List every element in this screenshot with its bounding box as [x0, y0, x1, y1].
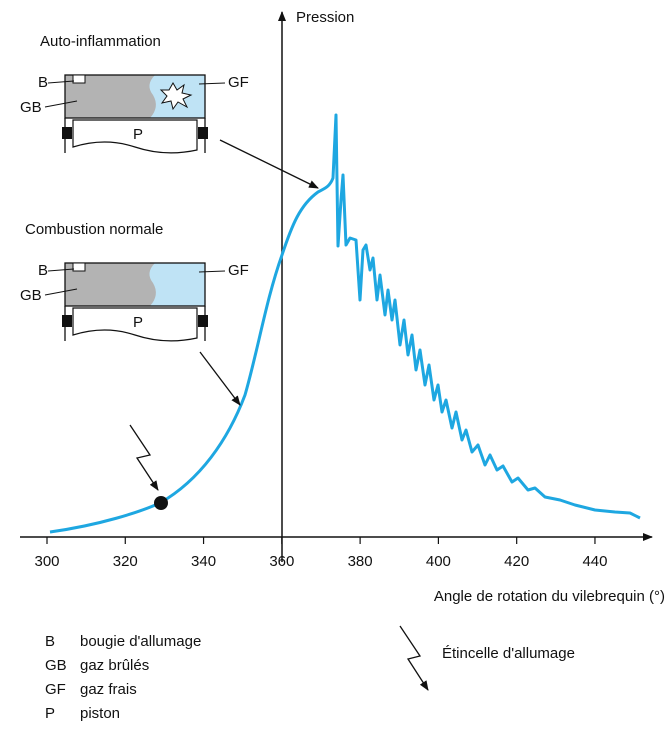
piston [72, 307, 198, 342]
spark-plug [72, 262, 86, 272]
part-label: GB [20, 99, 42, 116]
explosion [159, 81, 193, 111]
x-tick-label: 360 [269, 553, 294, 570]
legend-text: gaz frais [80, 681, 137, 698]
leader [47, 268, 75, 272]
cylinder: B GB GF P [20, 74, 249, 154]
seal [62, 315, 72, 327]
legend-abbr: GF [45, 681, 66, 698]
seal [198, 127, 208, 139]
legend-abbr: B [45, 633, 55, 650]
x-tick-label: 320 [113, 553, 138, 570]
panel-title: Combustion normale [25, 221, 163, 238]
pressure-curve [49, 113, 641, 534]
part-label: P [133, 126, 143, 143]
pointer-arrow [219, 139, 319, 189]
legend-abbr: GB [45, 657, 67, 674]
x-tick-label: 340 [191, 553, 216, 570]
spark-plug [72, 74, 86, 84]
spark-legend-icon [399, 625, 429, 691]
part-label: B [38, 262, 48, 279]
x-tick-label: 400 [426, 553, 451, 570]
cylinder-head [64, 74, 206, 119]
part-label: GB [20, 287, 42, 304]
part-label: GF [228, 262, 249, 279]
y-axis-label: Pression [296, 9, 354, 26]
fresh-gas [149, 263, 205, 306]
panel-title: Auto-inflammation [40, 33, 161, 50]
ignition-point [154, 496, 168, 510]
x-tick-label: 300 [34, 553, 59, 570]
spark-icon [129, 424, 159, 491]
part-label: P [133, 314, 143, 331]
leader [198, 82, 226, 85]
seal [62, 127, 72, 139]
leader [47, 80, 75, 84]
legend-text: bougie d'allumage [80, 633, 201, 650]
spark-label: Étincelle d'allumage [442, 645, 575, 662]
part-label: B [38, 74, 48, 91]
cylinder: B GB GF P [20, 262, 249, 342]
x-tick-label: 380 [348, 553, 373, 570]
x-tick-label: 440 [582, 553, 607, 570]
piston [72, 119, 198, 154]
part-label: GF [228, 74, 249, 91]
legend-abbr: P [45, 705, 55, 722]
pointer-arrow [199, 351, 241, 406]
leader [44, 100, 78, 108]
seal [198, 315, 208, 327]
legend-text: gaz brûlés [80, 657, 149, 674]
x-axis-label: Angle de rotation du vilebrequin (°) [434, 588, 665, 605]
cylinder-head [64, 262, 206, 307]
leader [44, 288, 78, 296]
x-tick-label: 420 [504, 553, 529, 570]
leader [198, 270, 226, 273]
legend-text: piston [80, 705, 120, 722]
